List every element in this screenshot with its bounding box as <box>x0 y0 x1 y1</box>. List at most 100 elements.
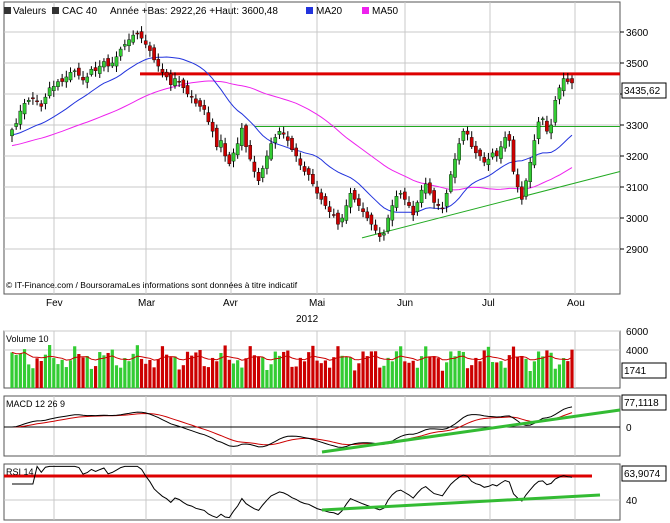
candle-body-76 <box>327 206 332 213</box>
volume-bar-106 <box>453 356 457 388</box>
volume-bar-97 <box>415 367 419 388</box>
candle-body-108 <box>461 130 466 141</box>
volume-bar-77 <box>332 357 336 388</box>
volume-bar-2 <box>18 353 22 388</box>
month-tick-3: Mai <box>309 298 325 309</box>
candle-body-78 <box>336 212 340 225</box>
candle-body-44 <box>194 98 198 104</box>
price-tick-6: 3500 <box>626 59 649 70</box>
legend-instrument: CAC 40 <box>62 6 97 17</box>
candle-body-22 <box>102 61 106 68</box>
candle-body-127 <box>540 118 545 121</box>
volume-bar-86 <box>369 351 374 388</box>
volume-bar-104 <box>445 362 449 388</box>
volume-bar-71 <box>307 352 311 388</box>
legend-ma50: MA50 <box>372 6 399 17</box>
candle-body-95 <box>407 202 411 206</box>
volume-bar-52 <box>227 359 231 388</box>
candle-body-98 <box>419 189 424 203</box>
volume-bar-98 <box>419 356 424 388</box>
volume-bar-14 <box>68 360 73 388</box>
candle-body-128 <box>545 120 549 132</box>
candle-body-103 <box>440 207 445 210</box>
candle-body-63 <box>273 137 278 143</box>
candle-body-72 <box>311 174 315 185</box>
year-label: 2012 <box>296 314 319 325</box>
volume-bar-91 <box>390 361 394 388</box>
candle-body-48 <box>210 121 215 132</box>
candle-body-92 <box>394 196 399 208</box>
volume-last-value: 1741 <box>624 366 647 377</box>
trendline <box>361 171 621 239</box>
volume-bar-75 <box>323 360 328 388</box>
volume-bar-48 <box>210 357 215 388</box>
candle-body-123 <box>524 180 528 197</box>
volume-bar-18 <box>85 355 89 388</box>
candle-body-30 <box>135 32 140 35</box>
candle-body-114 <box>486 158 491 165</box>
volume-bar-90 <box>386 357 390 388</box>
candle-body-33 <box>148 45 152 51</box>
volume-bar-58 <box>252 355 256 388</box>
month-tick-0: Fev <box>46 298 63 309</box>
volume-bar-122 <box>520 355 524 388</box>
volume-bar-74 <box>319 363 323 388</box>
volume-last-box <box>621 362 667 379</box>
volume-bar-40 <box>177 369 181 388</box>
volume-bar-38 <box>169 357 173 388</box>
candle-body-73 <box>315 186 319 194</box>
candle-body-119 <box>507 134 512 141</box>
legend-marker-1 <box>4 7 11 14</box>
legend-marker-2 <box>52 7 59 14</box>
volume-bar-103 <box>440 370 445 388</box>
volume-bar-66 <box>286 350 290 388</box>
volume-bar-29 <box>131 353 135 388</box>
candle-body-69 <box>298 158 303 166</box>
volume-bar-69 <box>298 357 302 388</box>
macd-title: MACD 12 26 9 <box>6 399 65 409</box>
volume-bar-107 <box>457 350 461 388</box>
volume-bar-113 <box>482 350 486 388</box>
candle-body-81 <box>348 192 353 208</box>
candle-body-70 <box>302 166 307 172</box>
volume-bar-102 <box>436 358 440 388</box>
price-tick-3: 3200 <box>626 152 649 163</box>
volume-bar-72 <box>311 345 315 388</box>
candle-body-31 <box>139 31 144 39</box>
volume-bar-47 <box>206 367 211 388</box>
candle-body-84 <box>361 208 365 213</box>
candle-body-124 <box>528 161 533 182</box>
volume-bar-67 <box>290 366 294 388</box>
volume-bar-110 <box>470 365 474 388</box>
volume-bar-60 <box>261 356 265 388</box>
candle-body-115 <box>490 152 495 158</box>
volume-bar-45 <box>198 350 202 388</box>
volume-bar-89 <box>382 365 386 388</box>
candle-body-14 <box>68 72 73 81</box>
volume-bar-21 <box>98 352 102 388</box>
price-tick-1: 3000 <box>626 214 649 225</box>
macd-panel <box>3 395 621 457</box>
rsi-tick-40: 40 <box>626 496 638 507</box>
candle-body-9 <box>47 87 52 97</box>
volume-bar-55 <box>240 367 244 388</box>
macd-trendline <box>321 408 621 454</box>
candle-body-24 <box>110 62 115 67</box>
volume-bar-108 <box>461 351 465 388</box>
volume-bar-59 <box>256 356 261 388</box>
month-tick-6: Aou <box>567 298 585 309</box>
volume-bar-111 <box>474 357 478 388</box>
candle-body-89 <box>382 233 386 236</box>
candle-body-59 <box>256 172 261 181</box>
volume-bar-4 <box>27 364 31 388</box>
candle-body-83 <box>357 198 361 206</box>
candle-body-46 <box>202 105 207 110</box>
volume-bar-7 <box>39 360 43 388</box>
volume-bar-0 <box>10 352 14 388</box>
volume-bar-127 <box>541 356 545 388</box>
volume-bar-134 <box>570 349 574 388</box>
volume-bar-42 <box>185 351 190 388</box>
volume-bar-6 <box>35 358 39 388</box>
volume-bar-54 <box>236 360 240 388</box>
